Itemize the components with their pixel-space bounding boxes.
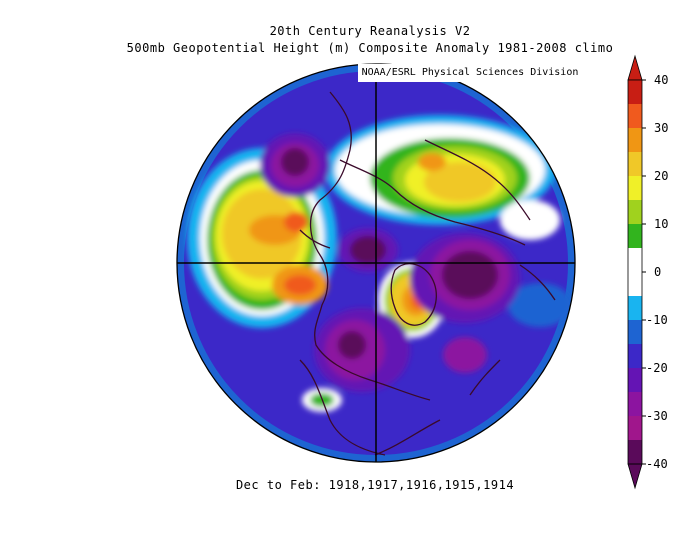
colorbar-tick-label: -30 [646,409,668,423]
colorbar-swatch [628,128,642,153]
colorbar-tick-label: -20 [646,361,668,375]
colorbar-tick-label: 30 [654,121,668,135]
colorbar-swatch [628,248,642,273]
title-line-2: 500mb Geopotential Height (m) Composite … [126,41,614,55]
coastlines [299,91,556,456]
colorbar-swatch [628,272,642,297]
colorbar-top-arrow [627,54,643,81]
footer-date-range: Dec to Feb: 1918,1917,1916,1915,1914 [235,478,515,492]
colorbar-tick-label: -40 [646,457,668,471]
colorbar-swatch [628,416,642,441]
colorbar-swatch [628,200,642,225]
colorbar-swatch [628,224,642,249]
colorbar-tick-label: -10 [646,313,668,327]
colorbar-swatch [628,152,642,177]
title-line-1: 20th Century Reanalysis V2 [269,24,471,38]
colorbar-tick-label: 20 [654,169,668,183]
colorbar-tick-label: 0 [654,265,661,279]
colorbar-swatch [628,80,642,105]
credit-label: NOAA/ESRL Physical Sciences Division [358,64,582,82]
colorbar-swatch [628,176,642,201]
colorbar-swatch [628,104,642,129]
colorbar-swatch [628,344,642,369]
colorbar-tick-label: 40 [654,73,668,87]
colorbar-swatch [628,440,642,465]
colorbar-tick-label: 10 [654,217,668,231]
colorbar-swatch [628,320,642,345]
anomaly-field [177,64,575,462]
colorbar-swatch [628,392,642,417]
colorbar-swatch [628,368,642,393]
colorbar: 40 30 20 10 0 -10 -20 -30 -40 [627,54,668,490]
colorbar-swatch [628,296,642,321]
